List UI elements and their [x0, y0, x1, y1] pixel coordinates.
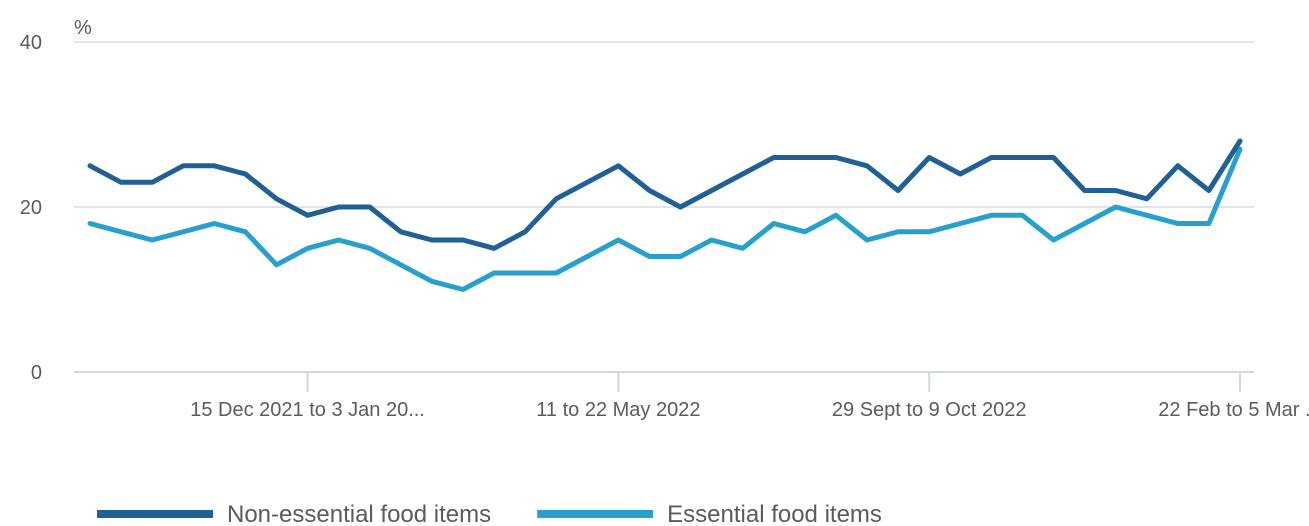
x-tick-label: 29 Sept to 9 Oct 2022 [832, 399, 1027, 421]
gridlines [74, 41, 1254, 208]
series-lines [87, 138, 1243, 292]
y-tick-label: 40 [20, 32, 42, 54]
x-axis: 15 Dec 2021 to 3 Jan 20... 11 to 22 May 2… [74, 371, 1309, 421]
y-tick-label: 0 [31, 362, 42, 384]
legend-label: Essential food items [667, 501, 882, 526]
x-tick-label: 15 Dec 2021 to 3 Jan 20... [190, 399, 425, 421]
legend-label: Non-essential food items [227, 501, 491, 526]
legend: Non-essential food items Essential food i… [97, 501, 882, 526]
y-axis-unit-label: % [74, 17, 92, 39]
x-tick-label: 22 Feb to 5 Mar ... [1158, 399, 1309, 421]
y-tick-label: 20 [20, 197, 42, 219]
series-line-non-essential-food-items [87, 138, 1243, 251]
y-axis-tick-labels: 0 20 40 [20, 32, 42, 384]
x-tick-label: 11 to 22 May 2022 [536, 399, 700, 421]
series-line-essential-food-items [87, 146, 1243, 292]
